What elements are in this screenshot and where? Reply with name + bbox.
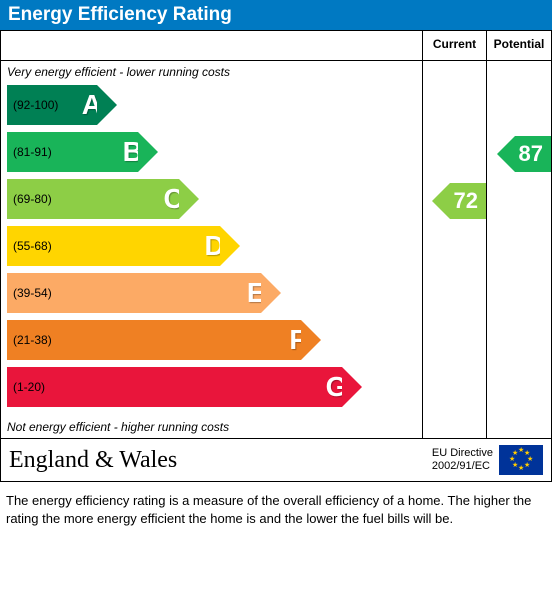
current-header: Current <box>423 31 486 61</box>
potential-column: Potential 87 <box>487 31 551 438</box>
band-letter-D: D <box>204 230 224 262</box>
caption-bottom: Not energy efficient - higher running co… <box>1 416 422 438</box>
band-range-F: (21-38) <box>13 333 52 347</box>
band-range-A: (92-100) <box>13 98 58 112</box>
band-bar-A: (92-100)A <box>7 85 97 125</box>
directive-line2: 2002/91/EC <box>432 460 493 473</box>
potential-header: Potential <box>487 31 551 61</box>
band-row-G: (1-20) G <box>7 365 416 409</box>
band-bar-D: (55-68)D <box>7 226 220 266</box>
band-bar-E: (39-54)E <box>7 273 261 313</box>
bands-column: Very energy efficient - lower running co… <box>1 31 423 438</box>
band-row-A: (92-100) A <box>7 83 416 127</box>
current-rating-arrow: 72 <box>450 183 486 219</box>
band-row-B: (81-91) B <box>7 130 416 174</box>
band-row-C: (69-80) C <box>7 177 416 221</box>
band-letter-C: C <box>164 183 184 215</box>
band-letter-A: A <box>82 89 102 121</box>
eu-flag-icon: ★★ ★★ ★★ ★★ <box>499 445 543 475</box>
epc-chart: Energy Efficiency Rating Very energy eff… <box>0 0 552 533</box>
current-column-body: 72 <box>423 61 486 416</box>
band-row-F: (21-38) F <box>7 318 416 362</box>
band-bar-C: (69-80)C <box>7 179 179 219</box>
chart-area: Very energy efficient - lower running co… <box>0 30 552 439</box>
footer: England & Wales EU Directive 2002/91/EC … <box>0 439 552 482</box>
band-row-D: (55-68) D <box>7 224 416 268</box>
band-letter-E: E <box>247 277 266 309</box>
band-letter-F: F <box>289 324 306 356</box>
band-bar-G: (1-20)G <box>7 367 342 407</box>
band-range-D: (55-68) <box>13 239 52 253</box>
band-bar-F: (21-38)F <box>7 320 301 360</box>
band-bar-B: (81-91)B <box>7 132 138 172</box>
band-range-C: (69-80) <box>13 192 52 206</box>
band-letter-B: B <box>123 136 143 168</box>
directive-line1: EU Directive <box>432 447 493 460</box>
directive-label: EU Directive 2002/91/EC <box>432 447 493 473</box>
band-range-E: (39-54) <box>13 286 52 300</box>
current-column: Current 72 <box>423 31 487 438</box>
band-range-G: (1-20) <box>13 380 45 394</box>
caption-top: Very energy efficient - lower running co… <box>1 61 422 83</box>
potential-rating-arrow: 87 <box>515 136 551 172</box>
bands-header-spacer <box>1 31 422 61</box>
title-text: Energy Efficiency Rating <box>8 4 232 25</box>
band-range-B: (81-91) <box>13 145 52 159</box>
band-row-E: (39-54) E <box>7 271 416 315</box>
bands-list: (92-100) A (81-91) B (69-80) C (55-68) D (39-54)… <box>1 83 422 416</box>
title-bar: Energy Efficiency Rating <box>0 0 552 30</box>
band-letter-G: G <box>326 371 348 403</box>
potential-column-body: 87 <box>487 61 551 416</box>
region-label: England & Wales <box>9 447 432 474</box>
description-text: The energy efficiency rating is a measur… <box>0 482 552 533</box>
